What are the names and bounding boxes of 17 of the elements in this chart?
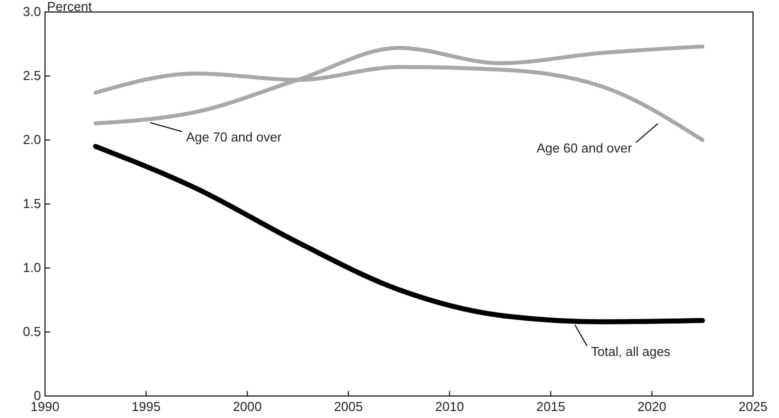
y-tick-label: 3.0: [22, 4, 41, 19]
legend-label: Total, all ages: [590, 344, 671, 359]
x-tick-label: 2020: [637, 399, 666, 414]
x-tick-label: 2005: [334, 399, 363, 414]
x-tick-label: 1995: [132, 399, 161, 414]
series-label: Age 70 and over: [186, 130, 282, 145]
x-tick-label: 2010: [435, 399, 464, 414]
y-tick-label: 2.5: [22, 68, 41, 83]
y-tick-label: 1.5: [22, 196, 41, 211]
y-tick-label: 2.0: [22, 132, 41, 147]
x-tick-label: 2000: [232, 399, 262, 414]
text: Age 60 and over: [536, 140, 633, 156]
x-tick-label: 2015: [536, 399, 566, 414]
y-axis-title: Percent: [47, 0, 92, 14]
x-tick-label: 2025: [738, 399, 768, 414]
y-tick-label: 0.5: [22, 324, 41, 339]
y-tick-label: 1.0: [22, 260, 41, 275]
